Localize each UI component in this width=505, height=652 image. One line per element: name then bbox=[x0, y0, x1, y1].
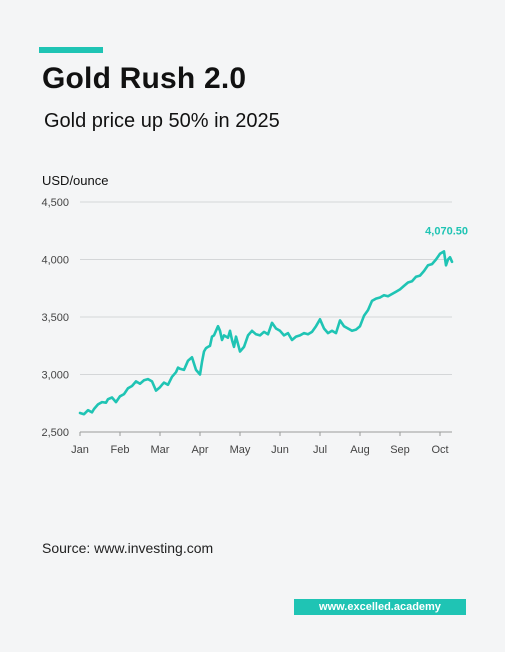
y-tick-label: 4,000 bbox=[41, 255, 69, 267]
y-axis-unit-label: USD/ounce bbox=[42, 173, 109, 188]
y-tick-label: 4,500 bbox=[41, 197, 69, 209]
x-tick-label: Jun bbox=[271, 444, 289, 456]
x-tick-label: Mar bbox=[151, 444, 170, 456]
source-note: Source: www.investing.com bbox=[42, 540, 214, 556]
annotations: 4,070.50 bbox=[425, 225, 468, 237]
x-tick-label: Sep bbox=[390, 444, 410, 456]
x-tick-label: Feb bbox=[111, 444, 130, 456]
x-tick-label: May bbox=[230, 444, 251, 456]
y-tick-label: 2,500 bbox=[41, 427, 69, 439]
grid-lines bbox=[80, 201, 452, 433]
x-tick-labels: Jan Feb Mar Apr May Jun Jul Aug Sep Oct bbox=[71, 432, 449, 456]
brand-badge: www.excelled.academy bbox=[294, 599, 466, 615]
y-tick-label: 3,500 bbox=[41, 312, 69, 324]
x-tick-label: Jan bbox=[71, 444, 89, 456]
x-tick-label: Jul bbox=[313, 444, 327, 456]
gold-price-line-chart: 2,500 3,000 3,500 4,000 4,500 Jan Feb Mar Apr Ma… bbox=[41, 197, 468, 456]
chart-title: Gold Rush 2.0 bbox=[42, 62, 247, 95]
price-series bbox=[78, 250, 454, 416]
title-accent-bar bbox=[39, 47, 103, 53]
latest-price-label: 4,070.50 bbox=[425, 225, 468, 237]
x-tick-label: Oct bbox=[431, 444, 448, 456]
gold-price-line bbox=[78, 250, 454, 416]
x-tick-label: Apr bbox=[191, 444, 208, 456]
x-tick-label: Aug bbox=[350, 444, 370, 456]
y-tick-label: 3,000 bbox=[41, 370, 69, 382]
y-tick-labels: 2,500 3,000 3,500 4,000 4,500 bbox=[41, 197, 69, 439]
chart-subtitle: Gold price up 50% in 2025 bbox=[44, 110, 280, 132]
